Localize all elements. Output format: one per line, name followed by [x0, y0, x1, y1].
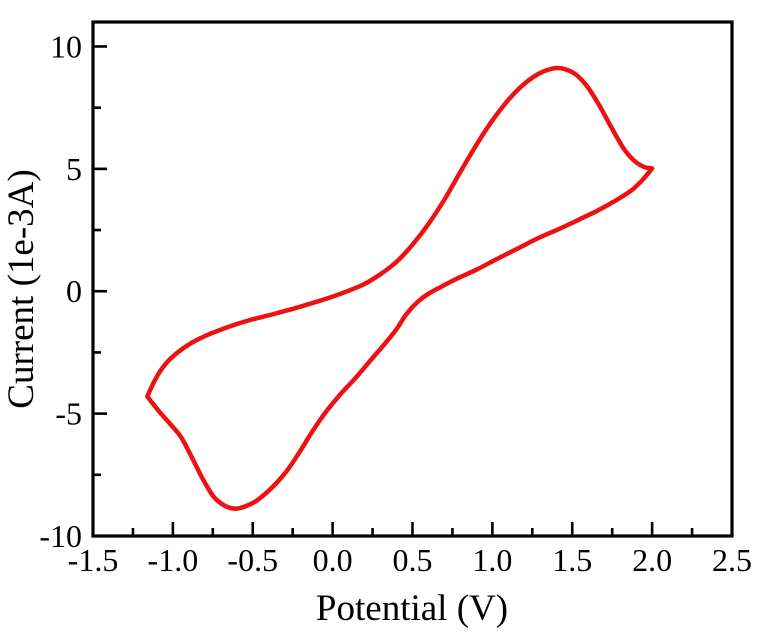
x-tick-label: 1.5: [552, 542, 592, 578]
y-tick-label: -10: [39, 518, 82, 554]
x-axis-title: Potential (V): [316, 588, 508, 629]
x-tick-label: 2.0: [632, 542, 672, 578]
y-axis-title: Current (1e-3A): [1, 169, 42, 408]
y-tick-label: 0: [66, 273, 82, 309]
x-tick-label: -1.0: [148, 542, 199, 578]
x-tick-label: 0.0: [313, 542, 353, 578]
x-tick-label: -0.5: [227, 542, 278, 578]
x-tick-label: -1.5: [68, 542, 119, 578]
cv-curve: [145, 65, 655, 511]
y-tick-label: 10: [50, 28, 82, 64]
x-tick-label: 2.5: [712, 542, 752, 578]
x-tick-label: 0.5: [393, 542, 433, 578]
plot-frame: [91, 20, 734, 538]
y-tick-label: 5: [66, 151, 82, 187]
x-tick-label: 1.0: [472, 542, 512, 578]
y-tick-label: -5: [55, 396, 82, 432]
